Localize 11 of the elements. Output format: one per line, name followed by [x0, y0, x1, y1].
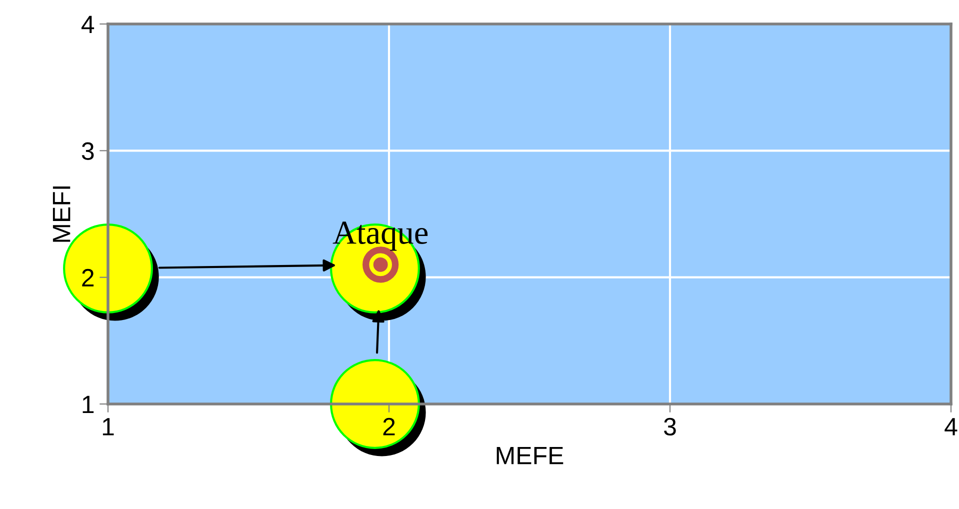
x-tick-label: 2 — [383, 418, 395, 436]
x-tick-label: 1 — [102, 418, 114, 436]
y-tick-label: 3 — [82, 142, 94, 160]
y-axis-title: MEFI — [52, 186, 70, 242]
y-tick-label: 4 — [81, 16, 94, 34]
y-tick-label: 1 — [82, 396, 94, 414]
x-tick-label: 3 — [664, 418, 676, 436]
point — [330, 359, 420, 449]
x-tick-label: 4 — [944, 418, 958, 436]
x-axis-title: MEFE — [496, 446, 564, 464]
y-tick-label: 2 — [82, 268, 94, 286]
